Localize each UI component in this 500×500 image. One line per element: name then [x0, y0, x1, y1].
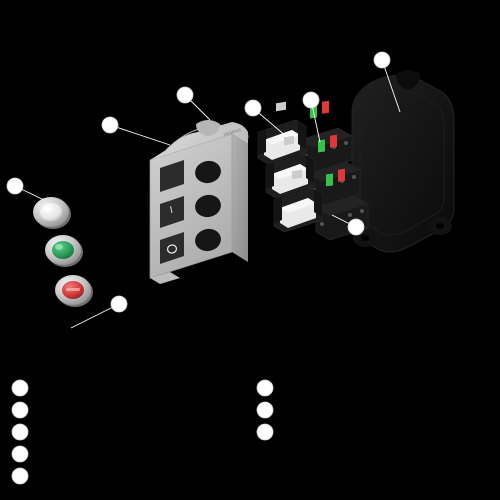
legend-item-7: 7	[262, 403, 269, 417]
legend-item-2: 2	[17, 403, 24, 417]
push-button-white	[33, 197, 71, 229]
callout-label-3: 3	[107, 119, 113, 131]
legend: 1 2 3 4 5 6 7 8	[12, 380, 273, 484]
callout-label-1: 1	[116, 298, 122, 310]
exploded-view-diagram: I SIEMENS	[0, 0, 500, 500]
legend-item-6: 6	[262, 381, 269, 395]
contact-blocks	[258, 102, 322, 232]
legend-item-8: 8	[262, 425, 269, 439]
push-buttons	[33, 197, 93, 307]
callout-label-7: 7	[308, 94, 314, 106]
legend-item-1: 1	[17, 381, 24, 395]
legend-item-5: 5	[17, 469, 24, 483]
legend-item-4: 4	[17, 447, 24, 461]
push-button-red	[55, 275, 93, 307]
front-enclosure: I SIEMENS	[150, 120, 248, 284]
callout-label-8: 8	[379, 54, 385, 66]
callout-label-2: 2	[12, 180, 18, 192]
callout-label-6: 6	[353, 221, 359, 233]
callout-label-4: 4	[182, 89, 188, 101]
push-button-green	[45, 235, 83, 267]
callout-label-5: 5	[250, 102, 256, 114]
legend-item-3: 3	[17, 425, 24, 439]
